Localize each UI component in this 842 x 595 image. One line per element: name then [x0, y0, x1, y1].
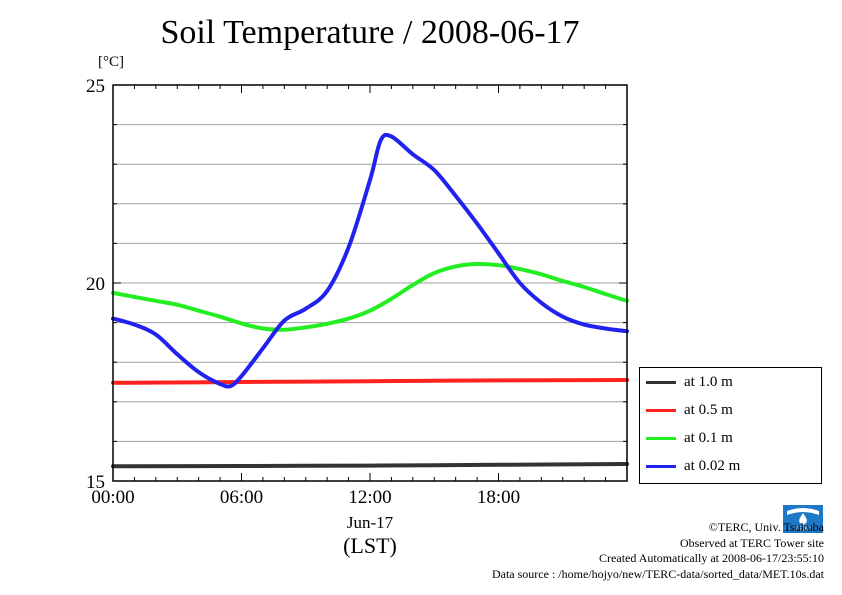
legend-item: at 0.5 m	[640, 396, 821, 424]
legend-swatch	[646, 409, 676, 412]
y-tick-label: 20	[86, 274, 105, 295]
legend-swatch	[646, 437, 676, 440]
credit-source: Data source : /home/hojyo/new/TERC-data/…	[491, 566, 824, 581]
x-tick-label: 18:00	[477, 487, 520, 508]
tick-labels: 15 20 25 00:00 06:00 12:00 18:00	[86, 76, 520, 508]
legend: at 1.0 m at 0.5 m at 0.1 m at 0.02 m	[639, 367, 822, 484]
x-tick-label: 06:00	[220, 487, 263, 508]
legend-label: at 0.1 m	[684, 430, 733, 446]
credits: ©TERC, Univ. Tsukuba Observed at TERC To…	[492, 520, 824, 582]
credit-copyright: ©TERC, Univ. Tsukuba	[708, 520, 824, 534]
axis-ticks	[112, 84, 628, 482]
x-tick-label: 12:00	[348, 487, 391, 508]
legend-item: at 0.1 m	[640, 424, 821, 452]
logo-text: TERC	[795, 527, 812, 533]
credit-site: Observed at TERC Tower site	[679, 535, 824, 550]
y-tick-label: 25	[86, 76, 105, 97]
series-line	[111, 462, 629, 469]
legend-swatch	[646, 381, 676, 384]
legend-item: at 1.0 m	[640, 368, 821, 396]
legend-swatch	[646, 465, 676, 468]
legend-label: at 0.5 m	[684, 402, 733, 418]
series-line	[111, 378, 629, 385]
series-line	[111, 132, 629, 389]
x-tick-label: 00:00	[91, 487, 134, 508]
legend-label: at 1.0 m	[684, 374, 733, 390]
series-layer	[111, 132, 629, 469]
credit-created: Created Automatically at 2008-06-17/23:5…	[599, 551, 824, 565]
legend-label: at 0.02 m	[684, 458, 741, 474]
legend-item: at 0.02 m	[640, 452, 821, 480]
x-axis-timezone-label: (LST)	[343, 533, 397, 558]
x-axis-date-label: Jun-17	[346, 513, 394, 532]
grid-lines	[113, 124, 627, 442]
series-line	[111, 261, 629, 332]
terc-logo-icon: TERC	[783, 505, 823, 533]
y-tick-label: 15	[86, 472, 105, 493]
y-axis-unit: [°C]	[98, 54, 124, 70]
chart-title: Soil Temperature / 2008-06-17	[160, 14, 580, 51]
